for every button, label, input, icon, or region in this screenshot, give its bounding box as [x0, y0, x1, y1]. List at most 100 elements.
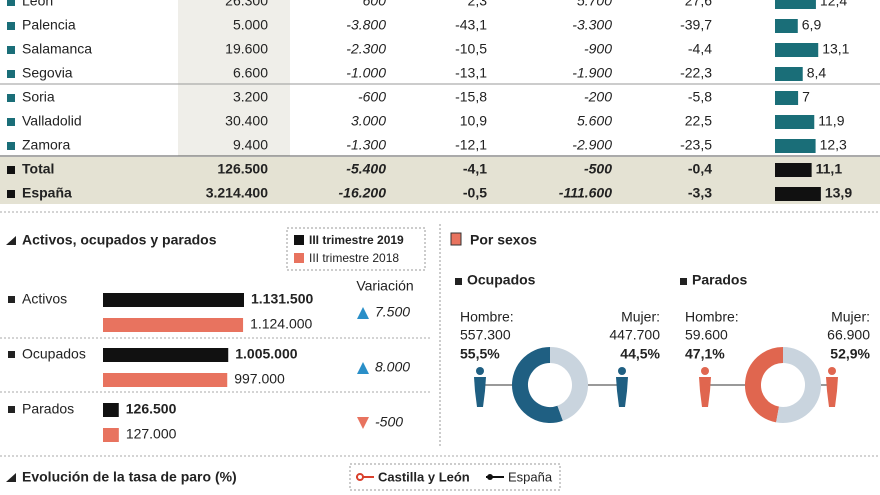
row-name: Total [22, 161, 54, 177]
person-icon [701, 367, 709, 375]
sex-label: Hombre: [685, 309, 739, 325]
sex-value: 59.600 [685, 327, 728, 343]
rate-bar [775, 115, 815, 129]
cell: -4,4 [688, 41, 712, 57]
cell: -5.400 [346, 161, 386, 177]
row-name: Ocupados [22, 346, 86, 362]
cell: 22,5 [685, 113, 712, 129]
variation-value: -500 [375, 414, 403, 430]
rate-label: 13,1 [822, 41, 849, 57]
heading-bullet [680, 278, 687, 285]
rate-bar [775, 163, 812, 177]
row-name: León [22, 0, 53, 9]
cell: -10,5 [455, 41, 487, 57]
rate-label: 11,1 [816, 161, 843, 177]
row-bullet [7, 0, 15, 6]
sex-value: 447.700 [609, 327, 660, 343]
bar-label: 1.131.500 [251, 291, 313, 307]
rate-bar [775, 43, 819, 57]
row-bullet [7, 22, 15, 30]
sex-pct: 52,9% [830, 346, 870, 362]
sex-pct: 47,1% [685, 346, 725, 362]
cell: -22,3 [680, 65, 712, 81]
row-bullet [7, 118, 15, 126]
cell: -12,1 [455, 137, 487, 153]
rate-bar [775, 19, 798, 33]
row-name: Parados [22, 401, 74, 417]
legend-box [349, 463, 561, 491]
rate-label: 12,4 [820, 0, 847, 9]
row-name: Activos [22, 291, 67, 307]
row-bullet [7, 142, 15, 150]
legend-box [286, 227, 426, 271]
cell: -111.600 [559, 185, 612, 201]
row-bullet [7, 94, 15, 102]
row-name: Soria [22, 89, 55, 105]
bar-label: 997.000 [234, 371, 285, 387]
cell: -16.200 [339, 185, 387, 201]
row-bullet [7, 190, 15, 198]
person-icon [699, 377, 711, 407]
legend-label: III trimestre 2019 [309, 233, 404, 247]
section-title: Por sexos [470, 232, 537, 248]
cell: 27,6 [685, 0, 712, 9]
cell: 19.600 [225, 41, 268, 57]
rate-bar [775, 67, 803, 81]
rate-label: 12,3 [820, 137, 847, 153]
bar [103, 348, 229, 362]
cell: 2,3 [468, 0, 488, 9]
bar [103, 373, 228, 387]
legend-label: III trimestre 2018 [309, 251, 399, 265]
person-icon [616, 377, 628, 407]
cell: -3.800 [346, 17, 386, 33]
row-bullet [8, 351, 15, 358]
rate-bar [775, 187, 821, 201]
bar [103, 293, 244, 307]
cell: -13,1 [455, 65, 487, 81]
cell: 3.000 [351, 113, 386, 129]
cell: 10,9 [460, 113, 487, 129]
row-bullet [7, 70, 15, 78]
bar-label: 127.000 [126, 426, 177, 442]
sex-value: 557.300 [460, 327, 511, 343]
cell: -15,8 [455, 89, 487, 105]
rate-bar [775, 91, 799, 105]
heading-marker [6, 236, 16, 245]
cell: 6.600 [233, 65, 268, 81]
cell: 3.200 [233, 89, 268, 105]
donut-segment [549, 347, 588, 421]
heading-marker [6, 473, 16, 482]
variation-value: 8.000 [375, 359, 410, 375]
cell: -1.900 [572, 65, 612, 81]
person-icon [474, 377, 486, 407]
row-name: Zamora [22, 137, 70, 153]
row-name: Palencia [22, 17, 76, 33]
cell: -23,5 [680, 137, 712, 153]
cell: -0,4 [688, 161, 712, 177]
rate-label: 13,9 [825, 185, 852, 201]
cell: -2.900 [572, 137, 612, 153]
row-name: Valladolid [22, 113, 82, 129]
cell: 600 [363, 0, 387, 9]
bar [103, 318, 244, 332]
cell: 126.500 [217, 161, 268, 177]
bar [103, 428, 119, 442]
legend-marker [356, 473, 364, 481]
cell: 30.400 [225, 113, 268, 129]
person-icon [476, 367, 484, 375]
cell: -4,1 [463, 161, 487, 177]
section-title: Activos, ocupados y parados [22, 232, 217, 248]
row-name: Segovia [22, 65, 73, 81]
cell: -600 [358, 89, 386, 105]
cell: 5.700 [577, 0, 612, 9]
variation-arrow [357, 307, 369, 319]
variation-title: Variación [356, 278, 413, 294]
sex-pct: 55,5% [460, 346, 500, 362]
sex-label: Mujer: [621, 309, 660, 325]
legend-label: Castilla y León [378, 469, 470, 484]
row-bullet [7, 166, 15, 174]
rate-label: 6,9 [802, 17, 822, 33]
cell: -0,5 [463, 185, 487, 201]
variation-arrow [357, 362, 369, 374]
